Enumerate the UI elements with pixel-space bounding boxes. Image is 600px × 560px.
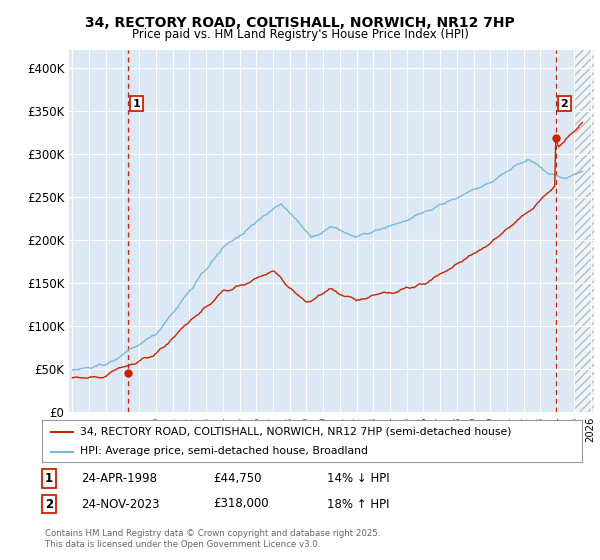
Text: 24-NOV-2023: 24-NOV-2023 — [81, 497, 160, 511]
Text: 1: 1 — [45, 472, 53, 486]
Text: 24-APR-1998: 24-APR-1998 — [81, 472, 157, 486]
Text: Contains HM Land Registry data © Crown copyright and database right 2025.
This d: Contains HM Land Registry data © Crown c… — [45, 529, 380, 549]
Text: 34, RECTORY ROAD, COLTISHALL, NORWICH, NR12 7HP: 34, RECTORY ROAD, COLTISHALL, NORWICH, N… — [85, 16, 515, 30]
Text: 1: 1 — [133, 99, 140, 109]
Text: 2: 2 — [560, 99, 568, 109]
Text: Price paid vs. HM Land Registry's House Price Index (HPI): Price paid vs. HM Land Registry's House … — [131, 28, 469, 41]
Text: £318,000: £318,000 — [213, 497, 269, 511]
Bar — [574, 50, 599, 412]
Text: 14% ↓ HPI: 14% ↓ HPI — [327, 472, 389, 486]
Text: 2: 2 — [45, 497, 53, 511]
Text: HPI: Average price, semi-detached house, Broadland: HPI: Average price, semi-detached house,… — [80, 446, 368, 456]
Text: 18% ↑ HPI: 18% ↑ HPI — [327, 497, 389, 511]
Bar — [574, 50, 599, 412]
Text: 34, RECTORY ROAD, COLTISHALL, NORWICH, NR12 7HP (semi-detached house): 34, RECTORY ROAD, COLTISHALL, NORWICH, N… — [80, 427, 511, 437]
Text: £44,750: £44,750 — [213, 472, 262, 486]
